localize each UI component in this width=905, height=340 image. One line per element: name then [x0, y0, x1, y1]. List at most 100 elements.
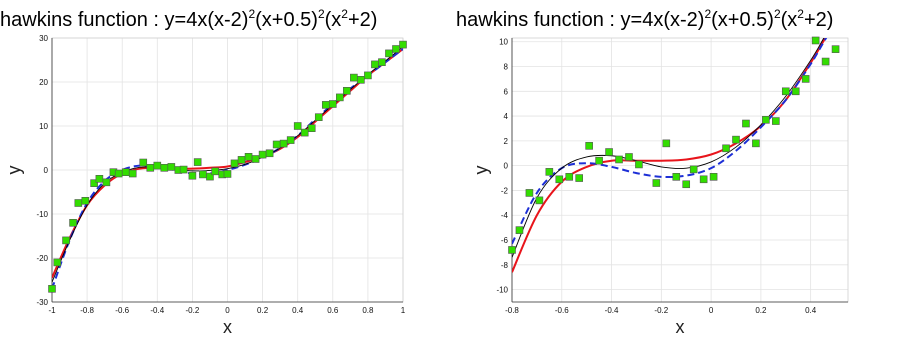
data-point [526, 189, 533, 196]
x-tick-label: -0.4 [150, 306, 164, 315]
data-point [252, 156, 259, 163]
data-point [168, 163, 175, 170]
x-tick-label: 0.2 [257, 306, 269, 315]
x-tick-label: 0 [709, 306, 714, 315]
data-point [752, 140, 759, 147]
y-tick-label: -8 [501, 261, 509, 270]
data-point [49, 285, 56, 292]
data-point [63, 237, 70, 244]
y-tick-label: -20 [36, 254, 48, 263]
data-point [392, 46, 399, 53]
data-point [710, 173, 717, 180]
data-point [122, 169, 129, 176]
data-point [212, 168, 219, 175]
data-point [385, 50, 392, 57]
data-point [194, 159, 201, 166]
data-point [625, 153, 632, 160]
data-point [792, 88, 799, 95]
data-point [742, 120, 749, 127]
data-point [294, 123, 301, 130]
data-point [336, 94, 343, 101]
x-tick-label: 0 [225, 306, 230, 315]
y-tick-label: -10 [496, 286, 508, 295]
data-point [75, 200, 82, 207]
data-point [723, 145, 730, 152]
data-point [683, 181, 690, 188]
data-point [343, 87, 350, 94]
chart-1: -1 -0.8 -0.6 -0.4 -0.2 0 0.2 0.4 0.6 0.8 1 -30 -20 -1… [0, 7, 407, 337]
title-text: (x+0.5) [711, 9, 774, 31]
data-point [782, 88, 789, 95]
y-tick-label: 10 [39, 122, 48, 131]
y-tick-label: 30 [39, 34, 48, 43]
data-point [536, 197, 543, 204]
data-point [357, 76, 364, 83]
data-point [556, 176, 563, 183]
data-point [147, 164, 154, 171]
data-point [371, 61, 378, 68]
x-tick-label: -1 [48, 306, 56, 315]
title-text: (x+0.5) [255, 9, 318, 31]
title-text: +2) [348, 9, 377, 31]
data-point [663, 140, 670, 147]
x-tick-label: -0.2 [654, 306, 668, 315]
data-point [329, 101, 336, 108]
x-tick-label: -0.2 [186, 306, 200, 315]
x-tick-label: -0.6 [555, 306, 569, 315]
y-tick-label: 2 [504, 137, 509, 146]
x-tick-label: 0.2 [755, 306, 767, 315]
x-tick-label: -0.6 [115, 306, 129, 315]
data-point [54, 259, 61, 266]
data-point [115, 170, 122, 177]
data-point [576, 175, 583, 182]
y-tick-label: -10 [36, 210, 48, 219]
data-point [653, 180, 660, 187]
data-point [566, 173, 573, 180]
chart-title: hawkins function : y=4x(x-2)2(x+0.5)2(x2… [456, 7, 833, 31]
data-point [199, 171, 206, 178]
data-point [189, 172, 196, 179]
data-point [616, 156, 623, 163]
data-point [400, 41, 407, 48]
y-tick-label: 6 [504, 87, 509, 96]
data-point [509, 246, 516, 253]
data-point [772, 118, 779, 125]
data-point [700, 176, 707, 183]
x-tick-label: -0.8 [505, 306, 519, 315]
y-tick-label: -6 [501, 236, 509, 245]
data-point [596, 157, 603, 164]
data-point [516, 227, 523, 234]
y-tick-label: 8 [504, 63, 509, 72]
x-tick-label: 0.4 [805, 306, 817, 315]
y-tick-label: 10 [499, 38, 508, 47]
data-point [224, 170, 231, 177]
y-tick-label: 20 [39, 78, 48, 87]
data-point [103, 179, 110, 186]
data-point [161, 164, 168, 171]
data-point [802, 75, 809, 82]
x-tick-label: -0.8 [80, 306, 94, 315]
data-point [140, 159, 147, 166]
data-point [301, 129, 308, 136]
data-point [690, 166, 697, 173]
data-point [812, 37, 819, 44]
title-text: (x [781, 9, 798, 31]
data-point [259, 151, 266, 158]
data-point [635, 161, 642, 168]
data-point [280, 140, 287, 147]
data-point [378, 59, 385, 66]
x-tick-label: 1 [401, 306, 406, 315]
data-point [733, 136, 740, 143]
title-text: hawkins function : y=4x(x-2) [0, 9, 248, 31]
data-point [96, 175, 103, 182]
data-point [154, 162, 161, 169]
data-point [308, 125, 315, 132]
data-point [606, 149, 613, 156]
data-point [822, 58, 829, 65]
data-point [315, 114, 322, 121]
data-point [762, 116, 769, 123]
data-point [364, 72, 371, 79]
y-tick-label: -4 [501, 211, 509, 220]
y-tick-label: 4 [504, 112, 509, 121]
